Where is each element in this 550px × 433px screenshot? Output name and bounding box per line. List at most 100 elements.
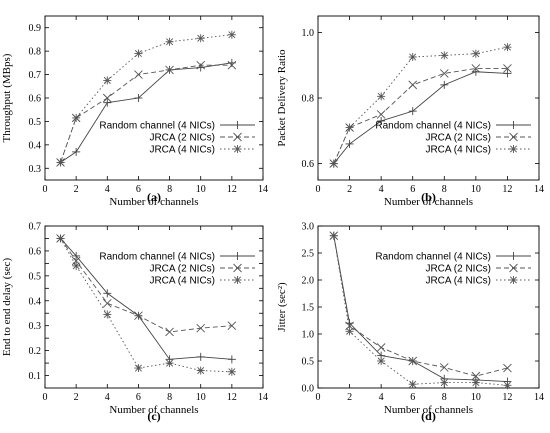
x-tick-label: 8 (167, 184, 172, 195)
x-tick-label: 12 (227, 184, 237, 195)
data-point-marker (102, 93, 112, 103)
panel-label: (c) (147, 409, 160, 423)
legend-entry-marker (233, 132, 242, 142)
y-tick-label: 0.1 (29, 371, 42, 382)
y-axis-title: Packet Delivery Ratio (276, 49, 288, 147)
data-point-marker (134, 94, 143, 102)
y-tick-label: 0.4 (29, 140, 42, 151)
panel-a-throughput: 0 2 4 6 8 10 12 14 0.3 0.4 0.5 0.6 0.7 0.8 0.9 Number o… (1, 15, 268, 208)
y-axis-title: Jitter (sec²) (276, 282, 288, 332)
legend-entry-label: Random channel (4 NICs) (99, 121, 215, 132)
data-point-marker (408, 380, 417, 389)
x-tick-label: 2 (74, 184, 79, 195)
x-tick-label: 6 (410, 392, 415, 403)
data-point-marker (471, 378, 480, 387)
x-axis-title: Number of channels (109, 404, 198, 416)
panel-b-packet-delivery-ratio: 0 2 4 6 8 10 12 14 0.6 0.8 1.0 Number of channels Pa… (276, 15, 544, 208)
data-point-marker (227, 355, 236, 364)
legend-entry-label: JRCA (2 NICs) (425, 264, 491, 275)
x-tick-label: 2 (347, 184, 352, 195)
x-tick-label: 14 (534, 184, 544, 195)
y-tick-label: 0.8 (302, 94, 315, 105)
x-tick-label: 14 (258, 184, 268, 195)
legend-entry-label: JRCA (2 NICs) (425, 133, 491, 144)
legend-entry-label: JRCA (4 NICs) (149, 276, 215, 287)
data-point-marker (196, 366, 205, 375)
y-axis-title: End to end delay (sec) (1, 257, 13, 356)
x-tick-label: 4 (105, 392, 110, 403)
panel-label: (a) (147, 190, 161, 204)
x-tick-label: 4 (105, 184, 110, 195)
x-tick-label: 12 (227, 392, 237, 403)
x-tick-label: 10 (196, 184, 206, 195)
data-point-marker (165, 327, 174, 337)
data-point-marker (102, 298, 112, 308)
x-tick-label: 14 (534, 392, 544, 403)
legend-entry-label: Random channel (4 NICs) (99, 252, 215, 263)
data-point-marker (56, 234, 65, 243)
legend-entry-label: Random channel (4 NICs) (375, 121, 491, 132)
data-point-marker (439, 363, 449, 372)
data-point-marker (503, 69, 512, 78)
data-point-marker (227, 321, 237, 331)
legend: Random channel (4 NICs)JRCA (2 NICs)JRCA… (375, 252, 531, 287)
y-tick-label: 0.7 (29, 70, 42, 81)
legend-entry-label: JRCA (4 NICs) (149, 145, 215, 156)
x-tick-label: 6 (136, 184, 141, 195)
data-point-marker (227, 60, 237, 70)
y-tick-label: 0.3 (29, 164, 42, 175)
panel-c-end-to-end-delay: 0 2 4 6 8 10 12 14 0.1 0.2 0.3 0.4 0.5 0.6 0.7 Number o… (1, 222, 268, 424)
data-point-marker (134, 311, 143, 321)
y-tick-label: 0.2 (29, 346, 42, 357)
data-point-marker (56, 158, 65, 167)
data-point-marker (345, 139, 354, 148)
data-point-marker (377, 357, 386, 365)
data-point-marker (196, 60, 206, 70)
data-point-marker (196, 34, 205, 43)
legend-entry-marker (233, 276, 242, 284)
y-tick-label: 0.3 (29, 321, 42, 332)
legend: Random channel (4 NICs)JRCA (2 NICs)JRCA… (99, 252, 255, 287)
data-point-marker (440, 51, 449, 60)
y-tick-label: 0.0 (302, 384, 315, 395)
x-tick-label: 4 (379, 184, 384, 195)
data-point-marker (134, 70, 143, 79)
x-tick-label: 2 (347, 392, 352, 403)
y-tick-label: 2.5 (302, 249, 315, 260)
x-tick-label: 2 (74, 392, 79, 403)
legend-entry-marker (509, 121, 518, 129)
y-tick-label: 0.5 (29, 271, 42, 282)
data-point-marker (345, 123, 354, 132)
y-tick-label: 2.0 (302, 276, 315, 287)
data-point-marker (72, 147, 81, 156)
legend-entry-label: JRCA (4 NICs) (425, 145, 491, 156)
data-point-marker (165, 37, 174, 46)
y-tick-label: 0.6 (29, 246, 42, 257)
data-point-marker (408, 107, 417, 116)
data-point-marker (471, 64, 481, 73)
y-tick-label: 1.0 (302, 28, 315, 39)
x-tick-label: 6 (410, 184, 415, 195)
legend-entry-label: Random channel (4 NICs) (375, 252, 491, 263)
x-tick-label: 10 (196, 392, 206, 403)
x-tick-label: 8 (442, 392, 447, 403)
x-tick-label: 6 (136, 392, 141, 403)
data-point-marker (227, 30, 236, 39)
y-tick-label: 0.4 (29, 296, 42, 307)
y-tick-label: 0.5 (29, 117, 42, 128)
panel-d-jitter: 0 2 4 6 8 10 12 14 0.0 0.5 1.0 1.5 2.0 2.5 3.0 Number o… (276, 222, 544, 424)
plot-frame (44, 225, 264, 389)
x-tick-label: 0 (43, 184, 48, 195)
y-tick-label: 0.6 (29, 94, 42, 105)
data-point-marker (439, 69, 449, 78)
x-tick-label: 8 (442, 184, 447, 195)
y-axis-title: Throughput (MBps) (1, 53, 13, 142)
data-point-marker (103, 289, 112, 298)
x-tick-label: 12 (502, 392, 512, 403)
legend-entry-marker (233, 145, 242, 153)
data-point-marker (329, 231, 338, 240)
legend: Random channel (4 NICs)JRCA (2 NICs)JRCA… (99, 121, 255, 156)
legend-entry-label: JRCA (2 NICs) (149, 133, 215, 144)
legend-entry-marker (509, 145, 518, 153)
